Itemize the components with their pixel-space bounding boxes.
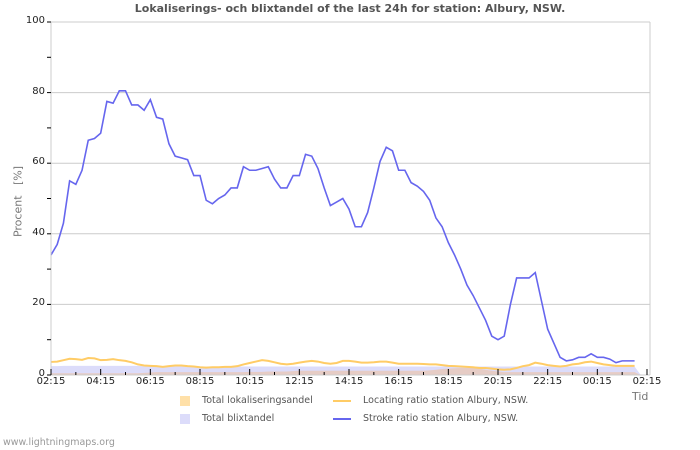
- y-tick-label: 60: [32, 156, 45, 168]
- x-tick-label: 08:15: [185, 376, 215, 387]
- x-tick-label: 16:15: [384, 376, 414, 387]
- x-axis-label: Tid: [632, 390, 649, 403]
- legend-total-lokaliseringsandel: Total lokaliseringsandel: [180, 395, 313, 406]
- x-tick-label: 04:15: [86, 376, 116, 387]
- stroke-ratio-line: [50, 90, 635, 364]
- x-tick-label: 02:15: [36, 376, 66, 387]
- x-tick-label: 12:15: [284, 376, 314, 387]
- x-tick-label: 20:15: [483, 376, 513, 387]
- legend-label: Total lokaliseringsandel: [202, 395, 313, 406]
- locating-ratio-line: [50, 357, 635, 371]
- x-tick-label: 02:15: [632, 376, 662, 387]
- y-axis-label: Procent [%]: [11, 165, 25, 238]
- y-tick-label: 100: [25, 15, 45, 26]
- y-tick-label: 40: [32, 226, 45, 238]
- legend-line-icon: [333, 399, 351, 402]
- legend-stroke-ratio: Stroke ratio station Albury, NSW.: [333, 413, 518, 424]
- y-tick-label: 0: [38, 368, 45, 379]
- x-tick-label: 06:15: [135, 376, 165, 387]
- legend-total-blixtandel: Total blixtandel: [180, 413, 274, 424]
- legend-swatch-icon: [180, 395, 190, 406]
- legend-label: Stroke ratio station Albury, NSW.: [363, 413, 519, 424]
- legend-locating-ratio: Locating ratio station Albury, NSW.: [333, 395, 528, 406]
- y-tick-label: 20: [32, 297, 45, 309]
- legend-label: Total blixtandel: [202, 413, 275, 424]
- x-tick-label: 18:15: [433, 376, 463, 387]
- footer-site-link[interactable]: www.lightningmaps.org: [3, 437, 115, 448]
- y-tick-label: 80: [32, 85, 45, 97]
- legend-line-icon: [333, 417, 351, 420]
- x-tick-label: 10:15: [235, 376, 265, 387]
- axes: [47, 21, 651, 376]
- grid-lines: [51, 21, 650, 305]
- x-tick-label: 00:15: [582, 376, 612, 387]
- chart-title: Lokaliserings- och blixtandel of the las…: [134, 2, 566, 15]
- total-lokaliseringsandel-area: [51, 367, 641, 375]
- legend-label: Locating ratio station Albury, NSW.: [363, 395, 529, 406]
- x-tick-label: 22:15: [533, 376, 563, 387]
- legend-swatch-icon: [180, 413, 190, 424]
- x-tick-label: 14:15: [334, 376, 364, 387]
